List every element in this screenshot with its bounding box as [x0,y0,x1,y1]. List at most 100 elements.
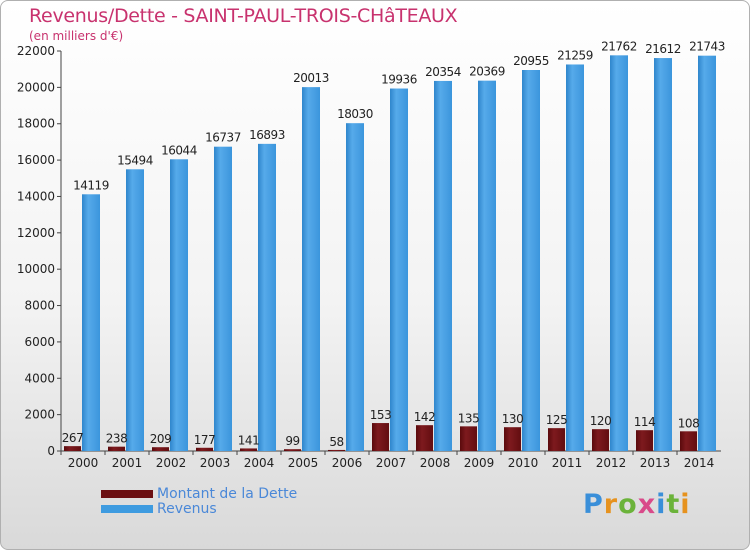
logo-letter: x [637,489,657,520]
x-tick-label: 2000 [68,456,99,470]
legend-label-debt: Montant de la Dette [157,486,298,502]
y-tick-label: 20000 [17,80,55,94]
revenue-bar [170,159,188,452]
debt-bar [108,446,125,451]
revenue-bar [302,87,320,452]
x-tick-label: 2002 [156,456,187,470]
debt-value-label: 153 [370,408,391,422]
x-tick-label: 2005 [288,456,319,470]
logo-letter: t [666,489,681,520]
debt-bar [196,447,213,451]
revenue-value-label: 21762 [601,39,637,53]
chart-unit-label: (en milliers d'€) [29,29,124,43]
revenue-bar [434,80,452,451]
debt-value-label: 58 [329,435,343,449]
y-tick-label: 12000 [17,226,55,240]
revenue-value-label: 21259 [557,48,593,62]
debt-value-label: 114 [634,415,655,429]
debt-value-label: 125 [546,413,567,427]
x-tick-label: 2013 [640,456,671,470]
y-tick-label: 4000 [24,371,55,385]
debt-bar [636,430,653,451]
debt-value-label: 177 [194,433,215,447]
revenue-value-label: 21612 [645,42,681,56]
debt-bar [328,449,345,451]
revenue-value-label: 14119 [73,178,109,192]
chart-title: Revenus/Dette - SAINT-PAUL-TROIS-CHâTEAU… [29,5,458,27]
x-tick-label: 2006 [332,456,363,470]
debt-value-label: 209 [150,432,171,446]
y-tick-label: 18000 [17,117,55,131]
debt-value-label: 135 [458,411,479,425]
revenue-value-label: 15494 [117,153,153,167]
y-tick-label: 22000 [17,44,55,58]
revenue-bar [126,169,144,452]
debt-value-label: 141 [238,433,259,447]
logo-letter: i [656,489,667,520]
debt-bar [240,448,257,451]
logo-letter: o [618,489,638,520]
revenue-value-label: 21743 [689,40,725,54]
x-tick-label: 2008 [420,456,451,470]
x-tick-label: 2004 [244,456,275,470]
debt-value-label: 99 [285,434,299,448]
debt-bar [592,429,609,451]
y-tick-label: 8000 [24,299,55,313]
x-tick-label: 2012 [596,456,627,470]
debt-bar [416,425,433,451]
revenue-bar [346,123,364,451]
y-tick-label: 6000 [24,335,55,349]
revenue-value-label: 16044 [161,143,197,157]
revenue-value-label: 20354 [425,65,461,79]
revenue-value-label: 20369 [469,65,505,79]
debt-value-label: 267 [62,431,83,445]
revenue-bar [82,194,100,452]
revenue-value-label: 20955 [513,54,549,68]
revenue-bar [258,143,276,451]
debt-bar [680,431,697,451]
revenue-bar [566,64,584,452]
x-tick-label: 2014 [684,456,715,470]
y-tick-label: 2000 [24,408,55,422]
revenue-bar [698,55,716,451]
debt-bar [460,426,477,451]
revenue-bar [390,88,408,451]
revenue-value-label: 19936 [381,73,417,87]
legend-swatch-debt [101,490,153,498]
revenue-value-label: 16893 [249,128,285,142]
debt-bar [504,427,521,451]
logo-letter: i [680,489,691,520]
debt-bar [284,449,301,451]
revenue-value-label: 16737 [205,131,241,145]
revenue-bar [610,55,628,452]
y-tick-label: 0 [47,444,55,458]
y-tick-label: 10000 [17,262,55,276]
proxiti-logo: Proxiti [583,489,691,520]
revenue-value-label: 18030 [337,107,373,121]
legend-label-revenue: Revenus [157,501,217,517]
x-tick-label: 2007 [376,456,407,470]
revenue-bar [214,146,232,451]
y-tick-label: 14000 [17,189,55,203]
x-tick-label: 2003 [200,456,231,470]
debt-value-label: 142 [414,410,435,424]
debt-value-label: 120 [590,414,611,428]
debt-value-label: 130 [502,412,523,426]
debt-bar [152,447,169,451]
y-tick-label: 16000 [17,153,55,167]
revenue-bar [654,58,672,452]
logo-letter: r [603,489,619,520]
debt-value-label: 108 [678,416,699,430]
x-tick-label: 2001 [112,456,143,470]
revenue-bar [522,70,540,451]
revenue-bar [478,80,496,452]
debt-value-label: 238 [106,432,127,446]
x-tick-label: 2011 [552,456,583,470]
legend-swatch-revenue [101,505,153,513]
revenue-value-label: 20013 [293,71,329,85]
x-tick-label: 2010 [508,456,539,470]
logo-letter: P [583,489,604,520]
debt-bar [548,428,565,451]
